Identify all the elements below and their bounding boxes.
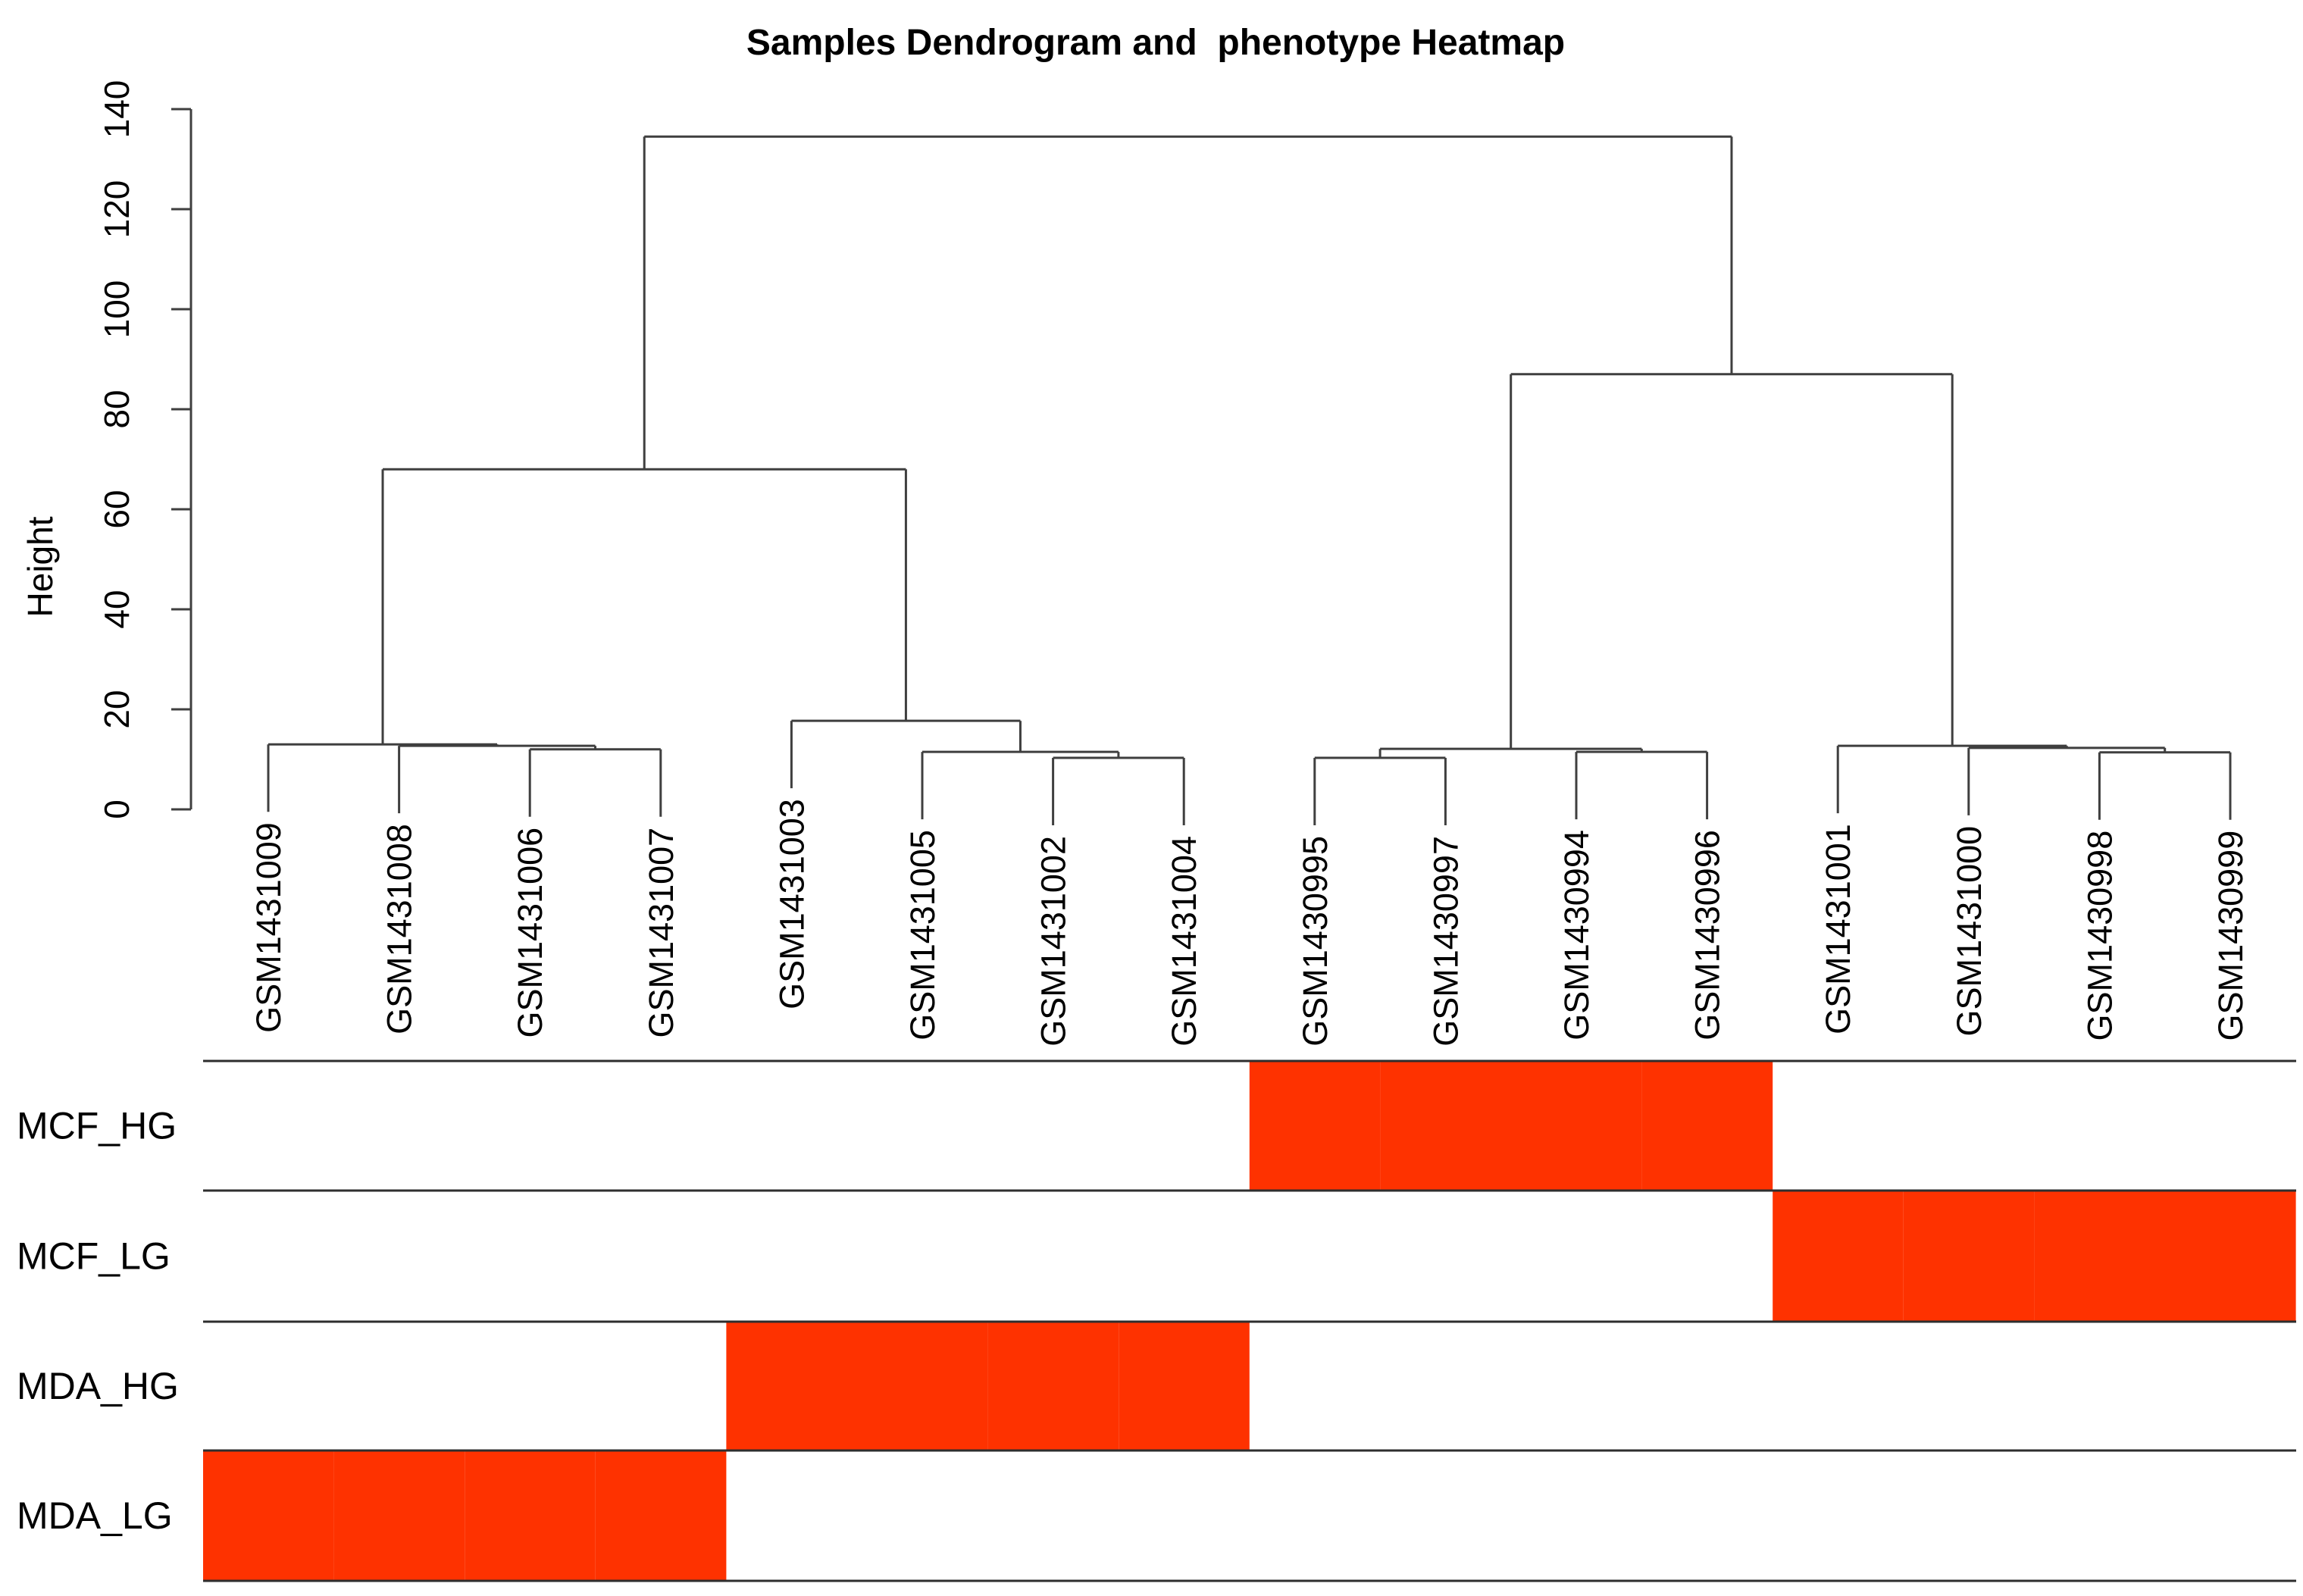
y-axis-tick-label: 20 xyxy=(97,690,136,728)
leaf-label: GSM1430996 xyxy=(1688,830,1727,1041)
y-axis: 0 20 40 60 80 100 120 140 xyxy=(97,80,192,819)
y-axis-tick-label: 140 xyxy=(97,80,136,139)
heatmap-cell xyxy=(1380,1061,1511,1191)
leaf-label: GSM1431006 xyxy=(511,828,549,1038)
y-axis-tick-label: 80 xyxy=(97,390,136,428)
heatmap-cell xyxy=(857,1322,988,1450)
heatmap-row-label: MCF_HG xyxy=(17,1105,177,1147)
y-axis-tick-label: 100 xyxy=(97,280,136,339)
y-axis-tick-label: 40 xyxy=(97,590,136,628)
chart-title: Samples Dendrogram and phenotype Heatmap xyxy=(746,23,1565,63)
heatmap-row-label: MCF_LG xyxy=(17,1235,171,1278)
leaf-label: GSM1431003 xyxy=(772,799,811,1009)
leaf-label: GSM1431004 xyxy=(1165,836,1203,1047)
heatmap-cell xyxy=(1903,1191,2035,1322)
heatmap-cell xyxy=(987,1322,1119,1450)
leaf-label: GSM1430997 xyxy=(1426,836,1465,1047)
heatmap-cell xyxy=(595,1450,727,1581)
leaf-label: GSM1430998 xyxy=(2080,831,2119,1041)
heatmap-cell xyxy=(726,1322,857,1450)
heatmap-cell xyxy=(203,1450,334,1581)
leaf-label: GSM1431002 xyxy=(1034,836,1073,1047)
y-axis-label: Height xyxy=(20,516,60,617)
heatmap-cell xyxy=(1641,1061,1773,1191)
heatmap-cell xyxy=(1249,1061,1381,1191)
phenotype-heatmap: MCF_HG MCF_LG MDA_HG MDA_LG xyxy=(17,1059,2296,1582)
y-axis-tick-label: 120 xyxy=(97,180,136,239)
leaf-label: GSM1431008 xyxy=(380,824,419,1034)
leaf-labels: GSM1431009 GSM1431008 GSM1431006 GSM1431007… xyxy=(249,799,2250,1047)
heatmap-cell xyxy=(465,1450,596,1581)
heatmap-cell xyxy=(1511,1061,1642,1191)
y-axis-tick-label: 0 xyxy=(97,800,136,819)
leaf-label: GSM1431005 xyxy=(903,830,942,1041)
leaf-label: GSM1430994 xyxy=(1557,830,1596,1041)
heatmap-cell xyxy=(1773,1191,1904,1322)
leaf-label: GSM1431000 xyxy=(1950,826,1989,1037)
leaf-label: GSM1431009 xyxy=(249,822,288,1033)
dendrogram xyxy=(267,135,2232,826)
leaf-label: GSM1431007 xyxy=(642,828,681,1038)
heatmap-cell xyxy=(1119,1322,1250,1450)
heatmap-row-label: MDA_HG xyxy=(17,1365,179,1407)
heatmap-cell xyxy=(2034,1191,2165,1322)
heatmap-row-label: MDA_LG xyxy=(17,1494,173,1537)
leaf-label: GSM1430995 xyxy=(1296,836,1335,1047)
leaf-label: GSM1431001 xyxy=(1819,824,1857,1034)
heatmap-cell xyxy=(2165,1191,2296,1322)
heatmap-cell xyxy=(333,1450,465,1581)
leaf-label: GSM1430999 xyxy=(2211,831,2250,1041)
y-axis-tick-label: 60 xyxy=(97,490,136,528)
